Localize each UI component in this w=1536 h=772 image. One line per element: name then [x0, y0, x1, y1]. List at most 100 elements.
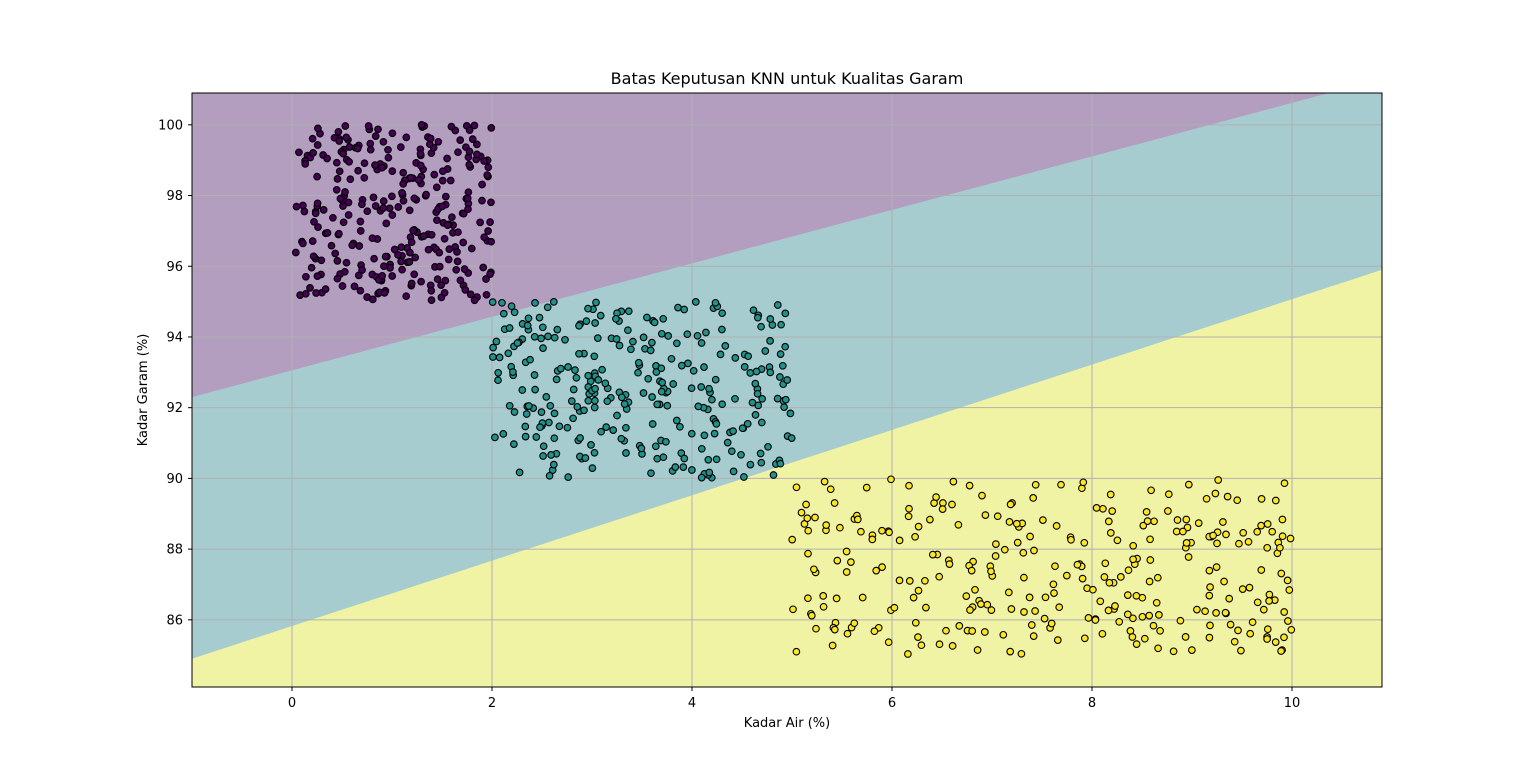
point-class-1 [553, 325, 562, 334]
point-class-2 [973, 646, 982, 654]
point-class-1 [769, 471, 778, 479]
point-class-0 [463, 194, 472, 203]
point-class-1 [687, 384, 696, 393]
point-class-2 [878, 526, 886, 535]
point-class-2 [895, 536, 904, 545]
point-class-2 [917, 641, 926, 650]
point-class-2 [878, 563, 886, 571]
point-class-2 [1132, 591, 1141, 600]
point-class-0 [438, 176, 447, 185]
point-class-1 [697, 339, 706, 347]
point-class-0 [331, 249, 340, 258]
point-class-0 [340, 267, 349, 276]
point-class-2 [1237, 646, 1245, 655]
point-class-2 [1149, 621, 1158, 630]
point-class-2 [1280, 633, 1288, 642]
point-class-2 [1221, 608, 1230, 617]
point-class-2 [1140, 634, 1149, 643]
point-class-1 [684, 359, 692, 368]
point-class-1 [683, 330, 692, 339]
point-class-2 [914, 522, 923, 531]
point-class-1 [757, 418, 766, 427]
point-class-0 [444, 255, 453, 264]
point-class-2 [828, 641, 837, 650]
point-class-2 [895, 576, 904, 585]
point-class-2 [1040, 614, 1049, 623]
point-class-1 [598, 365, 606, 374]
point-class-2 [977, 600, 985, 608]
point-class-2 [1263, 635, 1271, 643]
point-class-1 [563, 423, 572, 432]
point-class-2 [1155, 611, 1163, 619]
point-class-2 [993, 512, 1002, 521]
point-class-1 [539, 452, 547, 460]
point-class-0 [321, 285, 330, 293]
plot-frame [191, 92, 1383, 688]
point-class-2 [1123, 591, 1132, 599]
point-class-2 [1276, 543, 1284, 552]
point-class-1 [617, 434, 626, 443]
point-class-2 [980, 628, 989, 636]
point-class-1 [542, 393, 551, 401]
point-class-1 [571, 366, 579, 374]
point-class-1 [555, 422, 564, 431]
point-class-1 [731, 354, 740, 362]
point-class-1 [766, 337, 774, 345]
point-class-2 [1145, 577, 1154, 586]
point-class-1 [547, 451, 555, 459]
point-class-1 [729, 427, 737, 435]
x-tick-label: 10 [1284, 696, 1301, 711]
point-class-2 [921, 576, 929, 585]
point-class-2 [830, 625, 839, 634]
point-class-0 [310, 217, 318, 226]
point-class-2 [1225, 594, 1234, 603]
point-class-2 [890, 603, 899, 612]
point-class-2 [1031, 480, 1040, 489]
point-class-1 [738, 424, 747, 433]
point-class-0 [426, 134, 435, 143]
point-class-0 [459, 209, 468, 218]
point-class-2 [830, 499, 839, 507]
point-class-2 [1212, 609, 1220, 617]
point-class-2 [1182, 539, 1191, 547]
point-class-0 [292, 202, 301, 211]
point-class-1 [590, 448, 599, 457]
point-class-2 [1099, 504, 1107, 513]
point-class-0 [314, 223, 322, 231]
point-class-1 [659, 453, 668, 462]
point-class-2 [1153, 573, 1162, 582]
point-class-2 [1214, 476, 1223, 484]
point-class-1 [546, 401, 555, 410]
point-class-0 [302, 272, 310, 281]
point-class-0 [317, 256, 326, 265]
point-class-1 [494, 376, 502, 385]
point-class-0 [479, 263, 488, 272]
point-class-2 [1283, 576, 1292, 585]
point-class-1 [757, 458, 766, 467]
point-class-1 [584, 304, 592, 313]
point-class-2 [962, 592, 971, 600]
point-class-2 [905, 577, 914, 585]
point-class-1 [573, 402, 582, 411]
point-class-1 [617, 393, 626, 402]
point-class-2 [1108, 507, 1117, 515]
point-class-1 [489, 343, 497, 352]
point-class-2 [1138, 612, 1147, 621]
point-class-2 [868, 535, 877, 544]
point-class-2 [1004, 588, 1013, 597]
point-class-1 [776, 350, 785, 358]
point-class-1 [723, 438, 732, 447]
point-class-1 [499, 309, 508, 318]
point-class-2 [804, 526, 813, 535]
point-class-0 [309, 149, 317, 157]
point-class-2 [810, 565, 818, 574]
point-class-2 [1139, 521, 1148, 530]
point-class-2 [1019, 548, 1028, 557]
point-class-1 [590, 352, 599, 361]
point-class-2 [949, 477, 958, 486]
point-class-2 [1053, 636, 1062, 644]
point-class-0 [342, 258, 351, 267]
point-class-0 [443, 154, 451, 163]
